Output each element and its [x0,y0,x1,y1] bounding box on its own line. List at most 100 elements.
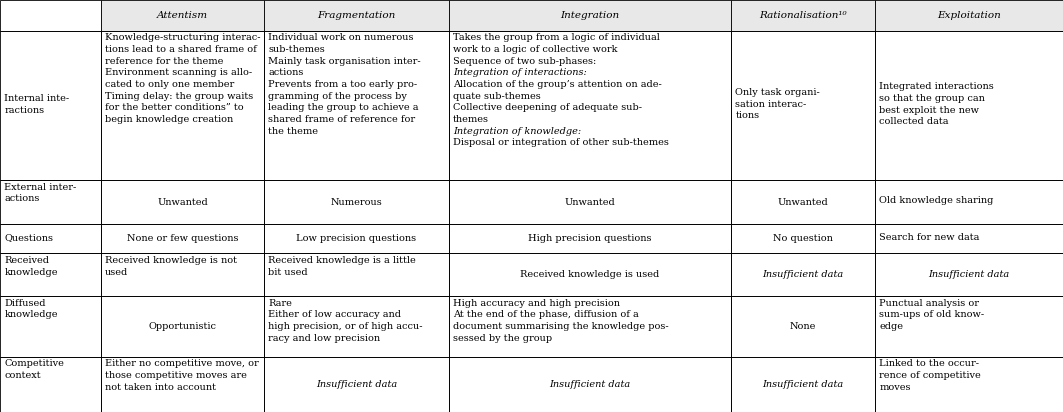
Bar [875,224,1063,253]
Bar [731,296,875,357]
Text: ractions: ractions [4,105,45,115]
Text: knowledge: knowledge [4,267,57,276]
Bar [0,0,101,31]
Bar [264,224,449,253]
Text: leading the group to achieve a: leading the group to achieve a [268,103,419,112]
Bar [731,180,875,224]
Bar [264,0,449,31]
Text: Exploitation: Exploitation [938,11,1001,20]
Bar [101,31,264,180]
Bar [0,357,101,412]
Bar [0,253,101,296]
Bar [731,31,875,180]
Bar [0,31,101,180]
Text: Insufficient data: Insufficient data [762,380,844,389]
Text: Linked to the occur-: Linked to the occur- [879,359,979,368]
Text: Search for new data: Search for new data [879,233,980,242]
Text: Low precision questions: Low precision questions [297,234,417,243]
Text: None or few questions: None or few questions [126,234,238,243]
Bar [101,180,264,224]
Text: Takes the group from a logic of individual: Takes the group from a logic of individu… [453,33,660,42]
Text: shared frame of reference for: shared frame of reference for [268,115,416,124]
Text: not taken into account: not taken into account [105,383,216,392]
Text: work to a logic of collective work: work to a logic of collective work [453,45,618,54]
Text: Individual work on numerous: Individual work on numerous [268,33,414,42]
Text: Insufficient data: Insufficient data [762,270,844,279]
Text: No question: No question [773,234,833,243]
Text: Rationalisation¹⁰: Rationalisation¹⁰ [759,11,847,20]
Bar [264,180,449,224]
Text: Opportunistic: Opportunistic [149,322,217,331]
Bar [449,180,731,224]
Text: Questions: Questions [4,233,53,242]
Text: Integration of interactions:: Integration of interactions: [453,68,587,77]
Text: themes: themes [453,115,489,124]
Text: begin knowledge creation: begin knowledge creation [105,115,234,124]
Text: racy and low precision: racy and low precision [268,334,381,343]
Text: cated to only one member: cated to only one member [105,80,235,89]
Bar [0,180,101,224]
Bar [875,180,1063,224]
Text: Knowledge-structuring interac-: Knowledge-structuring interac- [105,33,260,42]
Text: used: used [105,267,129,276]
Text: External inter-: External inter- [4,183,77,192]
Text: Received knowledge is not: Received knowledge is not [105,256,237,265]
Text: Either of low accuracy and: Either of low accuracy and [268,310,402,319]
Text: the theme: the theme [268,127,319,136]
Bar [264,357,449,412]
Text: Mainly task organisation inter-: Mainly task organisation inter- [268,57,421,66]
Bar [731,357,875,412]
Text: document summarising the knowledge pos-: document summarising the knowledge pos- [453,322,669,331]
Text: Received knowledge is a little: Received knowledge is a little [268,256,416,265]
Text: Unwanted: Unwanted [157,198,208,207]
Text: context: context [4,371,40,380]
Bar [731,0,875,31]
Text: Disposal or integration of other sub-themes: Disposal or integration of other sub-the… [453,138,669,147]
Bar [101,296,264,357]
Bar [101,224,264,253]
Text: quate sub-themes: quate sub-themes [453,92,541,101]
Bar [875,31,1063,180]
Bar [264,31,449,180]
Text: collected data: collected data [879,117,949,126]
Text: Received: Received [4,256,49,265]
Text: Competitive: Competitive [4,359,64,368]
Bar [449,0,731,31]
Bar [0,224,101,253]
Bar [101,357,264,412]
Text: Old knowledge sharing: Old knowledge sharing [879,196,994,205]
Text: Received knowledge is used: Received knowledge is used [521,270,660,279]
Bar [875,357,1063,412]
Text: rence of competitive: rence of competitive [879,371,981,380]
Text: Allocation of the group’s attention on ade-: Allocation of the group’s attention on a… [453,80,662,89]
Text: Environment scanning is allo-: Environment scanning is allo- [105,68,252,77]
Text: Integration: Integration [560,11,620,20]
Text: Fragmentation: Fragmentation [318,11,395,20]
Bar [449,253,731,296]
Text: Insufficient data: Insufficient data [550,380,630,389]
Text: Rare: Rare [268,299,292,308]
Text: Collective deepening of adequate sub-: Collective deepening of adequate sub- [453,103,642,112]
Text: edge: edge [879,322,904,331]
Text: High precision questions: High precision questions [528,234,652,243]
Text: High accuracy and high precision: High accuracy and high precision [453,299,620,308]
Bar [875,0,1063,31]
Text: Either no competitive move, or: Either no competitive move, or [105,359,259,368]
Text: Integrated interactions: Integrated interactions [879,82,994,91]
Text: those competitive moves are: those competitive moves are [105,371,247,380]
Text: Numerous: Numerous [331,198,383,207]
Text: high precision, or of high accu-: high precision, or of high accu- [268,322,423,331]
Bar [875,253,1063,296]
Text: tions: tions [736,111,760,120]
Text: sub-themes: sub-themes [268,45,325,54]
Bar [449,224,731,253]
Text: At the end of the phase, diffusion of a: At the end of the phase, diffusion of a [453,310,639,319]
Bar [0,296,101,357]
Bar [101,253,264,296]
Text: moves: moves [879,383,911,392]
Text: Insufficient data: Insufficient data [316,380,398,389]
Text: sation interac-: sation interac- [736,100,807,109]
Text: bit used: bit used [268,267,308,276]
Bar [449,357,731,412]
Bar [449,31,731,180]
